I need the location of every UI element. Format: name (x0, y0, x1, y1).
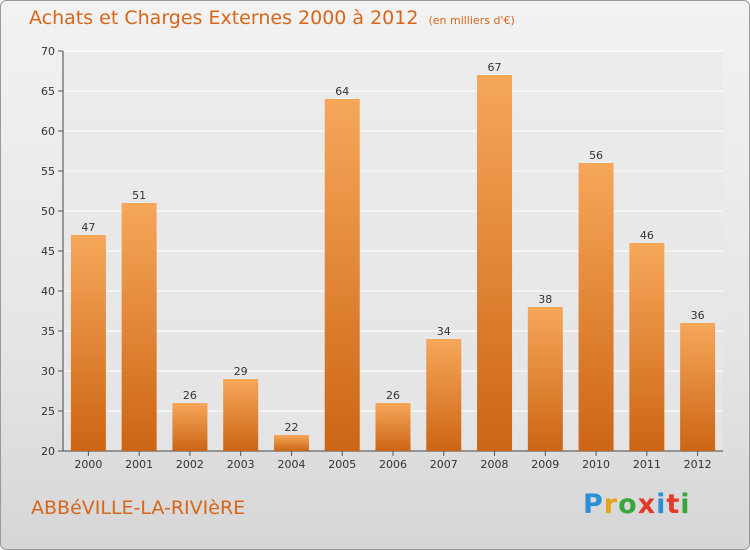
logo-letter: i (656, 489, 667, 520)
bar (172, 403, 208, 451)
x-tick-label: 2005 (328, 458, 356, 471)
data-label: 26 (386, 389, 400, 402)
logo-letter: P (583, 489, 604, 520)
x-tick-label: 2002 (176, 458, 204, 471)
x-tick-label: 2003 (227, 458, 255, 471)
chart-title-text: Achats et Charges Externes 2000 à 2012 (29, 7, 419, 29)
y-tick-label: 50 (41, 205, 55, 218)
data-label: 67 (488, 61, 502, 74)
bar (223, 379, 259, 451)
x-tick-label: 2012 (684, 458, 712, 471)
x-tick-label: 2009 (531, 458, 559, 471)
proxiti-logo: Proxiti (583, 489, 691, 520)
data-label: 56 (589, 149, 603, 162)
x-tick-label: 2000 (74, 458, 102, 471)
chart-title: Achats et Charges Externes 2000 à 2012 (e… (29, 7, 515, 29)
y-tick-label: 55 (41, 165, 55, 178)
town-name: ABBéVILLE-LA-RIVIèRE (31, 497, 246, 519)
bar (578, 163, 614, 451)
data-label: 26 (183, 389, 197, 402)
bar (629, 243, 665, 451)
y-tick-label: 70 (41, 45, 55, 58)
y-tick-label: 45 (41, 245, 55, 258)
y-tick-label: 65 (41, 85, 55, 98)
data-label: 46 (640, 229, 654, 242)
x-tick-label: 2004 (277, 458, 305, 471)
data-label: 47 (81, 221, 95, 234)
x-tick-label: 2008 (481, 458, 509, 471)
y-tick-label: 35 (41, 325, 55, 338)
logo-letter: x (637, 489, 657, 520)
y-tick-label: 60 (41, 125, 55, 138)
data-label: 64 (335, 85, 349, 98)
data-label: 36 (691, 309, 705, 322)
logo-letter: i (680, 489, 691, 520)
x-tick-label: 2007 (430, 458, 458, 471)
logo-letter: r (603, 489, 619, 520)
chart-subtitle: (en milliers d'€) (428, 14, 515, 27)
bar (426, 339, 462, 451)
x-tick-label: 2011 (633, 458, 661, 471)
bar (121, 203, 157, 451)
bar (70, 235, 106, 451)
data-label: 34 (437, 325, 451, 338)
y-tick-label: 30 (41, 365, 55, 378)
y-tick-label: 20 (41, 445, 55, 458)
x-tick-label: 2010 (582, 458, 610, 471)
logo-letter: o (618, 489, 638, 520)
bar (680, 323, 716, 451)
data-label: 38 (538, 293, 552, 306)
bar (477, 75, 513, 451)
data-label: 22 (284, 421, 298, 434)
bar (375, 403, 411, 451)
logo-letter: t (666, 489, 681, 520)
x-tick-label: 2006 (379, 458, 407, 471)
y-tick-label: 25 (41, 405, 55, 418)
bar (324, 99, 360, 451)
data-label: 51 (132, 189, 146, 202)
bar (273, 435, 309, 451)
bar (527, 307, 563, 451)
x-tick-label: 2001 (125, 458, 153, 471)
y-tick-label: 40 (41, 285, 55, 298)
data-label: 29 (234, 365, 248, 378)
